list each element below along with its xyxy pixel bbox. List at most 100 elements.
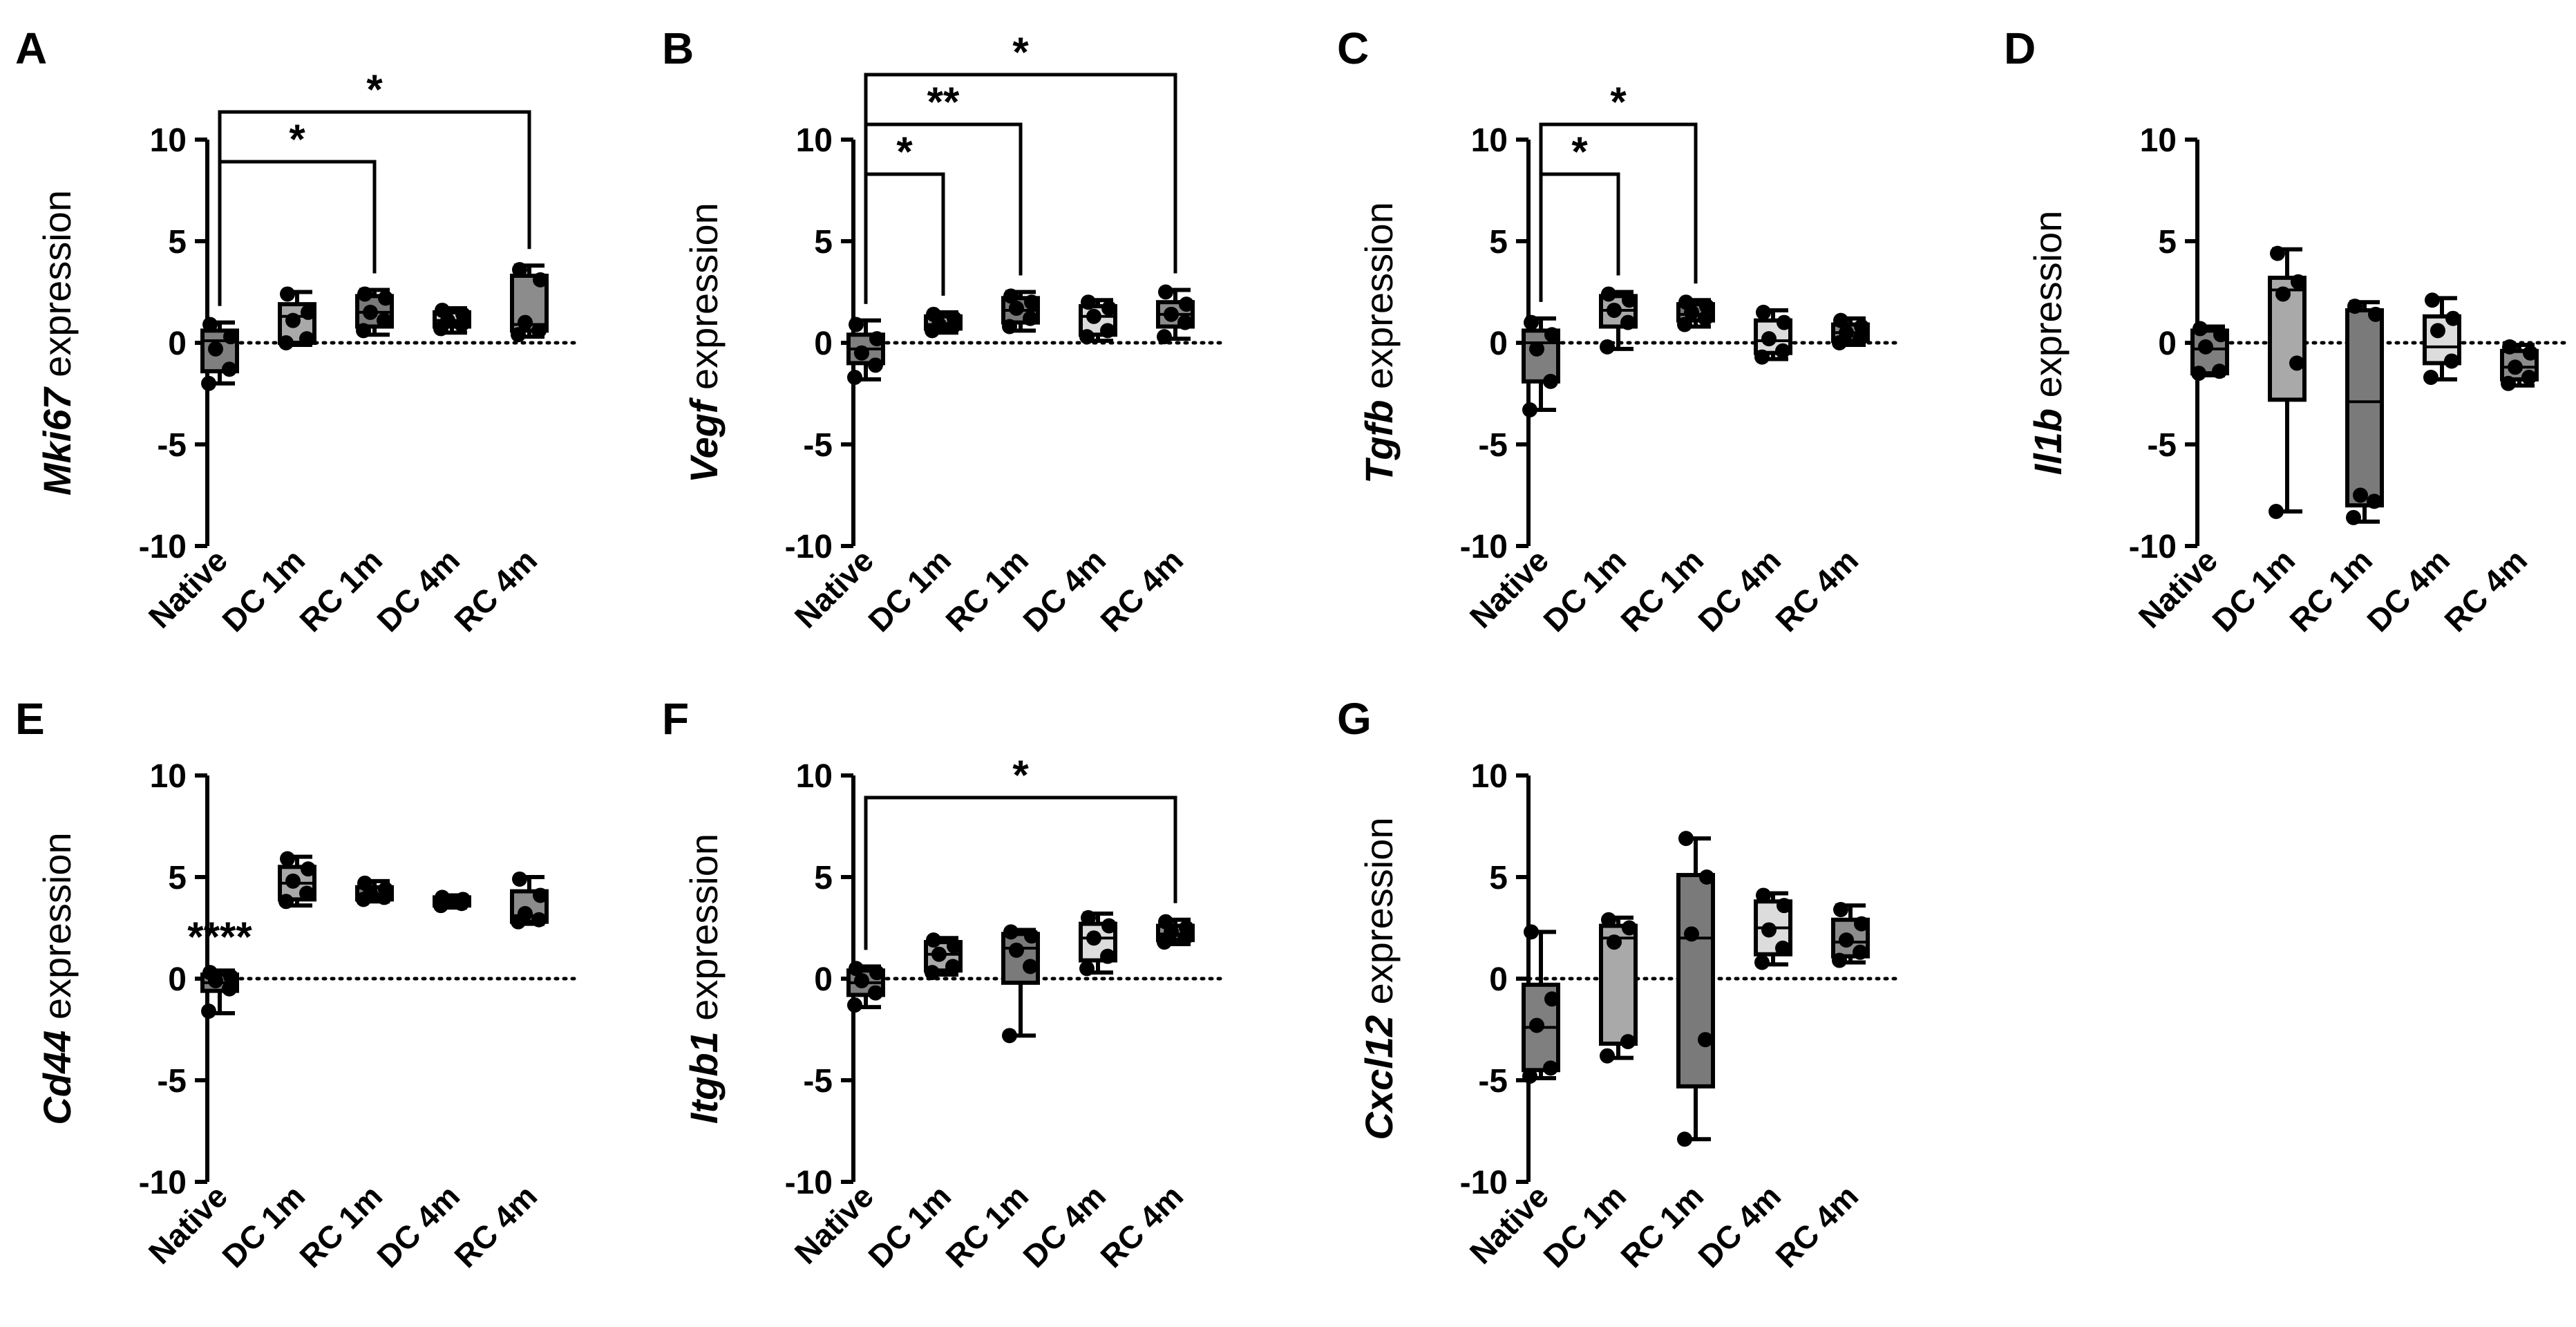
box-dc-1m xyxy=(2268,245,2307,520)
box-rc-4m xyxy=(1831,902,1870,968)
data-point xyxy=(1775,343,1790,359)
data-point xyxy=(1529,1017,1544,1033)
x-tick-label: DC 4m xyxy=(2360,542,2456,639)
data-point xyxy=(2430,323,2445,339)
data-point xyxy=(869,331,884,347)
x-tick-label: RC 4m xyxy=(1768,542,1865,639)
data-point xyxy=(455,306,471,322)
data-point xyxy=(1684,926,1699,942)
y-axis-label-suffix: expression xyxy=(2026,211,2070,408)
box-rc-4m xyxy=(2500,339,2539,391)
y-tick-label: -5 xyxy=(157,427,187,464)
y-axis-label: Itgb1 expression xyxy=(682,834,726,1124)
significance-bracket xyxy=(1539,122,1698,302)
box-dc-1m xyxy=(924,932,963,981)
data-point xyxy=(1157,329,1172,345)
panel-letter: C xyxy=(1337,23,1369,73)
data-point xyxy=(378,290,393,306)
box-dc-1m xyxy=(278,286,316,350)
data-point xyxy=(849,961,864,977)
data-point xyxy=(1833,902,1848,918)
significance-label: * xyxy=(1571,129,1588,175)
data-point xyxy=(1544,327,1560,343)
data-point xyxy=(2291,274,2306,290)
y-axis-label: Il1b expression xyxy=(2026,211,2070,476)
data-point xyxy=(223,329,238,345)
data-point xyxy=(1777,314,1792,330)
data-point xyxy=(1179,297,1194,312)
significance-bracket xyxy=(864,172,945,304)
x-tick-label: RC 1m xyxy=(292,1178,389,1274)
x-tick-label: RC 4m xyxy=(447,1178,544,1274)
data-point xyxy=(1079,329,1095,345)
data-point xyxy=(533,887,548,903)
data-point xyxy=(1832,952,1847,968)
data-point xyxy=(854,972,869,988)
data-point xyxy=(1158,284,1173,300)
data-point xyxy=(511,327,526,343)
data-point xyxy=(356,323,371,339)
significance-label: * xyxy=(366,66,383,113)
data-point xyxy=(1023,959,1038,975)
data-point xyxy=(1620,1034,1636,1050)
data-point xyxy=(1100,948,1115,964)
box-rc-4m xyxy=(1156,914,1195,950)
data-point xyxy=(1179,920,1194,936)
data-point xyxy=(1756,304,1771,320)
data-point xyxy=(357,286,372,302)
y-tick-label: 0 xyxy=(168,961,187,998)
y-tick-label: 0 xyxy=(1489,961,1508,998)
x-tick-label: DC 1m xyxy=(215,1178,312,1274)
data-point xyxy=(1177,314,1193,330)
box-dc-4m xyxy=(1079,294,1117,345)
data-point xyxy=(2523,345,2538,361)
y-tick-label: -10 xyxy=(2129,529,2177,565)
data-point xyxy=(202,317,218,332)
y-tick-label: -10 xyxy=(1460,1165,1508,1201)
y-tick-label: 0 xyxy=(2158,326,2177,362)
panel-letter: B xyxy=(662,23,694,73)
box-native xyxy=(846,961,885,1013)
data-point xyxy=(1854,916,1869,932)
data-point xyxy=(533,272,548,288)
panel-letter: G xyxy=(1337,694,1372,744)
y-axis-label-suffix: expression xyxy=(1357,818,1401,1015)
x-tick-label: RC 1m xyxy=(938,542,1035,639)
data-point xyxy=(2198,339,2213,355)
data-point xyxy=(1002,319,1017,335)
y-tick-label: -5 xyxy=(2147,427,2177,464)
significance-label: ** xyxy=(927,79,960,125)
x-tick-label: DC 4m xyxy=(370,542,466,639)
data-point xyxy=(1622,292,1637,308)
data-point xyxy=(518,905,533,921)
y-tick-label: -5 xyxy=(803,427,833,464)
data-point xyxy=(1839,325,1854,341)
data-point xyxy=(1544,991,1560,1007)
panel-letter: F xyxy=(662,694,689,744)
panel-letter: D xyxy=(2004,23,2036,73)
data-point xyxy=(1543,373,1558,389)
y-tick-label: 0 xyxy=(814,326,833,362)
box-dc-4m xyxy=(1079,910,1117,977)
y-tick-label: -10 xyxy=(785,529,833,565)
data-point xyxy=(2191,366,2206,382)
data-point xyxy=(1086,930,1101,946)
x-tick-label: RC 4m xyxy=(1768,1178,1865,1274)
panel-letter: A xyxy=(15,23,47,73)
data-point xyxy=(1622,920,1637,936)
data-point xyxy=(1601,912,1616,928)
y-tick-label: -10 xyxy=(139,529,187,565)
data-point xyxy=(301,861,316,877)
x-tick-label: DC 4m xyxy=(1691,542,1788,639)
data-point xyxy=(926,932,941,948)
box-native xyxy=(200,317,239,391)
panel-letter: E xyxy=(15,694,45,744)
box-dc-4m xyxy=(433,302,471,337)
data-point xyxy=(945,959,960,975)
data-point xyxy=(1158,914,1173,930)
